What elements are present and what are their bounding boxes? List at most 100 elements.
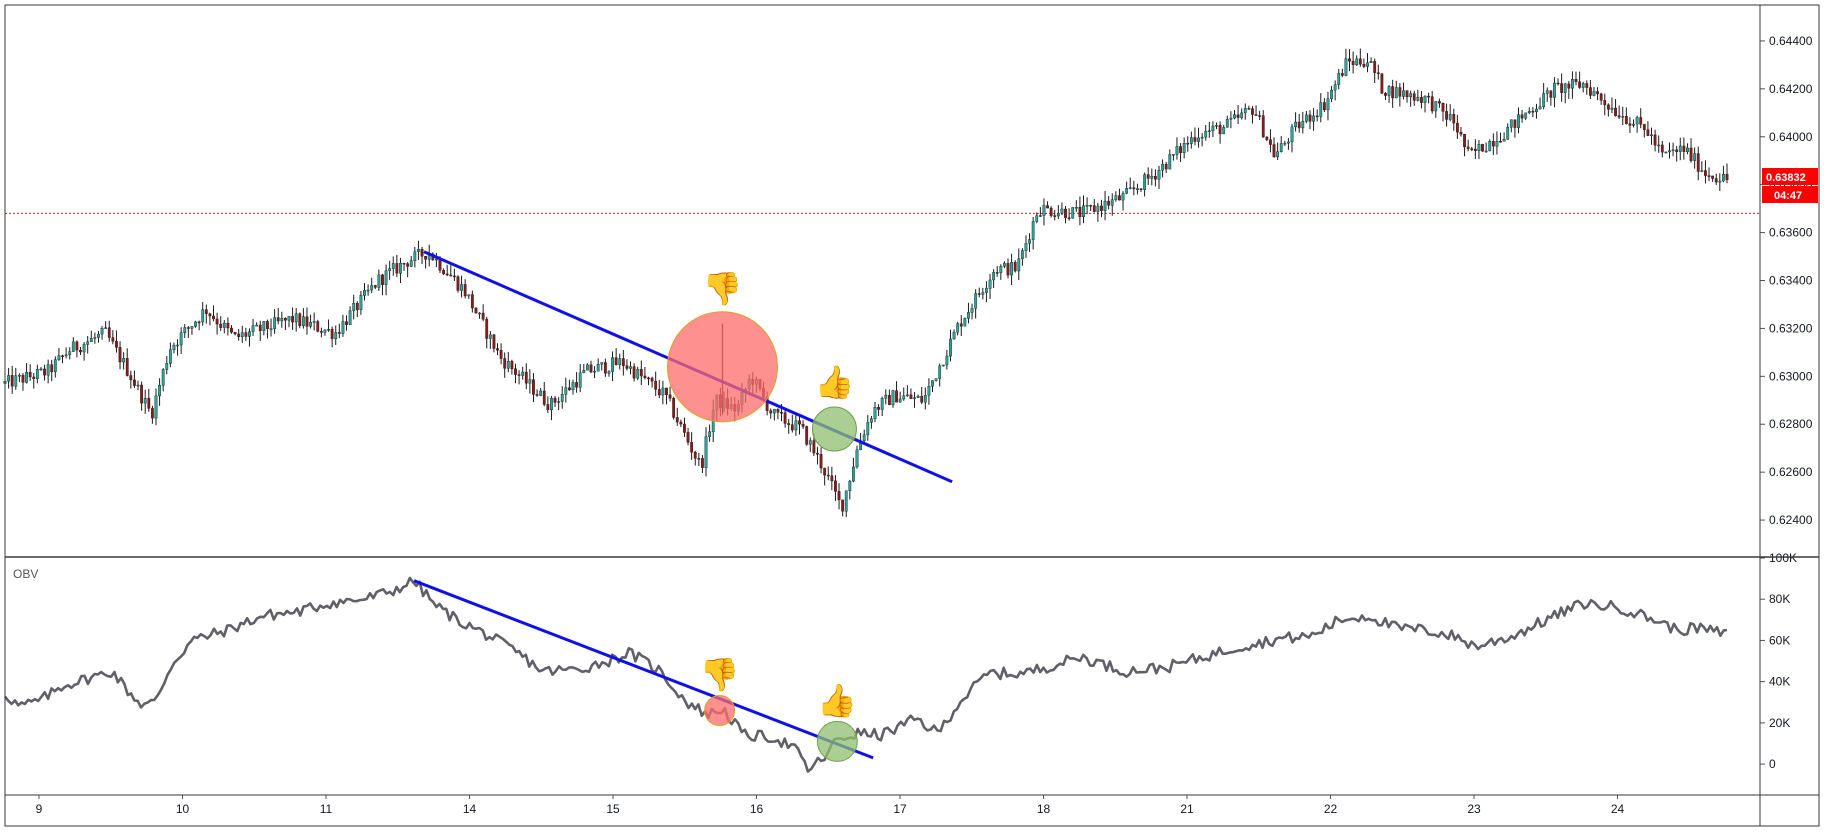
candle-body [1326,98,1330,111]
candle-body [1362,63,1366,67]
candle-body [1632,123,1635,126]
candle-body [611,357,614,372]
candle-body [1304,114,1308,122]
candle-body [683,423,686,433]
candle-body [1139,188,1143,190]
candle-body [1714,178,1718,183]
candle-body [1013,262,1017,272]
candle-body [841,499,845,512]
candle-body [488,334,492,339]
obv-trendline [413,579,874,760]
obv-axis-label: 60K [1769,633,1790,647]
time-axis-label: 23 [1467,802,1481,816]
candle-body [348,310,352,325]
candle-body [1031,221,1035,240]
candle-body [1635,117,1639,125]
candle-body [618,358,622,365]
candle-body [625,365,629,369]
candle-body [395,263,399,274]
candle-body [1509,119,1513,128]
candle-body [1423,95,1427,103]
candle-body [931,380,934,387]
candle-body [1107,200,1111,206]
candle-body [1118,195,1121,201]
candle-body [212,315,215,320]
candle-body [1006,263,1010,276]
candle-body [168,349,172,364]
candle-body [1610,107,1614,110]
candle-body [826,474,830,477]
candle-body [873,407,877,419]
candle-body [1722,173,1725,182]
candle-body [150,408,154,419]
candle-body [1438,101,1441,104]
candle-body [136,384,140,387]
candle-body [934,378,938,381]
candle-body [1215,125,1218,127]
candle-body [319,331,323,333]
candle-body [1035,215,1039,222]
candle-body [28,371,32,378]
candle-body [1621,116,1625,118]
candle-body [1110,199,1114,206]
candle-body [1642,124,1646,130]
candles-group [3,48,1729,518]
candle-body [1599,93,1603,101]
candle-body [327,329,330,331]
candle-body [237,333,241,337]
candle-body [17,375,21,377]
candle-body [273,317,277,329]
candle-body [1366,62,1369,67]
candle-body [643,375,647,379]
candle-body [772,409,776,414]
candle-body [621,358,625,366]
price-axis-label: 0.62400 [1769,513,1813,527]
candle-body [862,434,866,441]
candle-body [607,371,611,374]
candle-body [1481,144,1484,152]
candle-body [1614,107,1617,116]
candle-body [1488,141,1492,152]
candle-body [1247,108,1251,110]
candle-body [345,321,348,325]
candle-body [176,344,179,347]
candle-body [384,270,388,285]
candle-body [787,423,791,425]
candle-body [988,279,992,289]
candle-body [1578,81,1582,88]
candle-body [118,347,122,363]
candle-body [467,294,471,297]
candle-body [1074,207,1078,209]
candle-body [999,266,1003,273]
obv-thumbs-up-icon: 👍 [817,682,857,718]
candle-body [280,317,284,322]
candle-body [1711,175,1715,179]
obv-thumbs-up-circle [816,720,858,762]
candle-body [1010,262,1013,276]
candle-body [1089,205,1093,207]
candle-body [434,258,438,261]
candle-body [161,369,165,386]
candle-body [701,458,704,468]
candle-body [1103,200,1107,211]
candle-body [1653,134,1657,146]
candle-body [391,263,395,269]
candle-body [1585,83,1589,88]
candle-body [165,363,169,370]
candle-body [341,321,345,334]
candle-body [905,394,909,397]
candle-body [920,395,924,403]
candle-body [1387,86,1391,96]
candle-body [438,258,442,271]
candle-body [790,424,794,431]
candle-body [1553,82,1556,98]
candle-body [1114,195,1118,200]
time-axis-label: 15 [606,802,620,816]
candle-body [1513,119,1517,128]
candle-body [359,295,363,310]
candle-body [1017,258,1021,272]
candle-body [977,293,981,295]
candle-body [974,293,978,309]
candle-body [503,358,507,369]
